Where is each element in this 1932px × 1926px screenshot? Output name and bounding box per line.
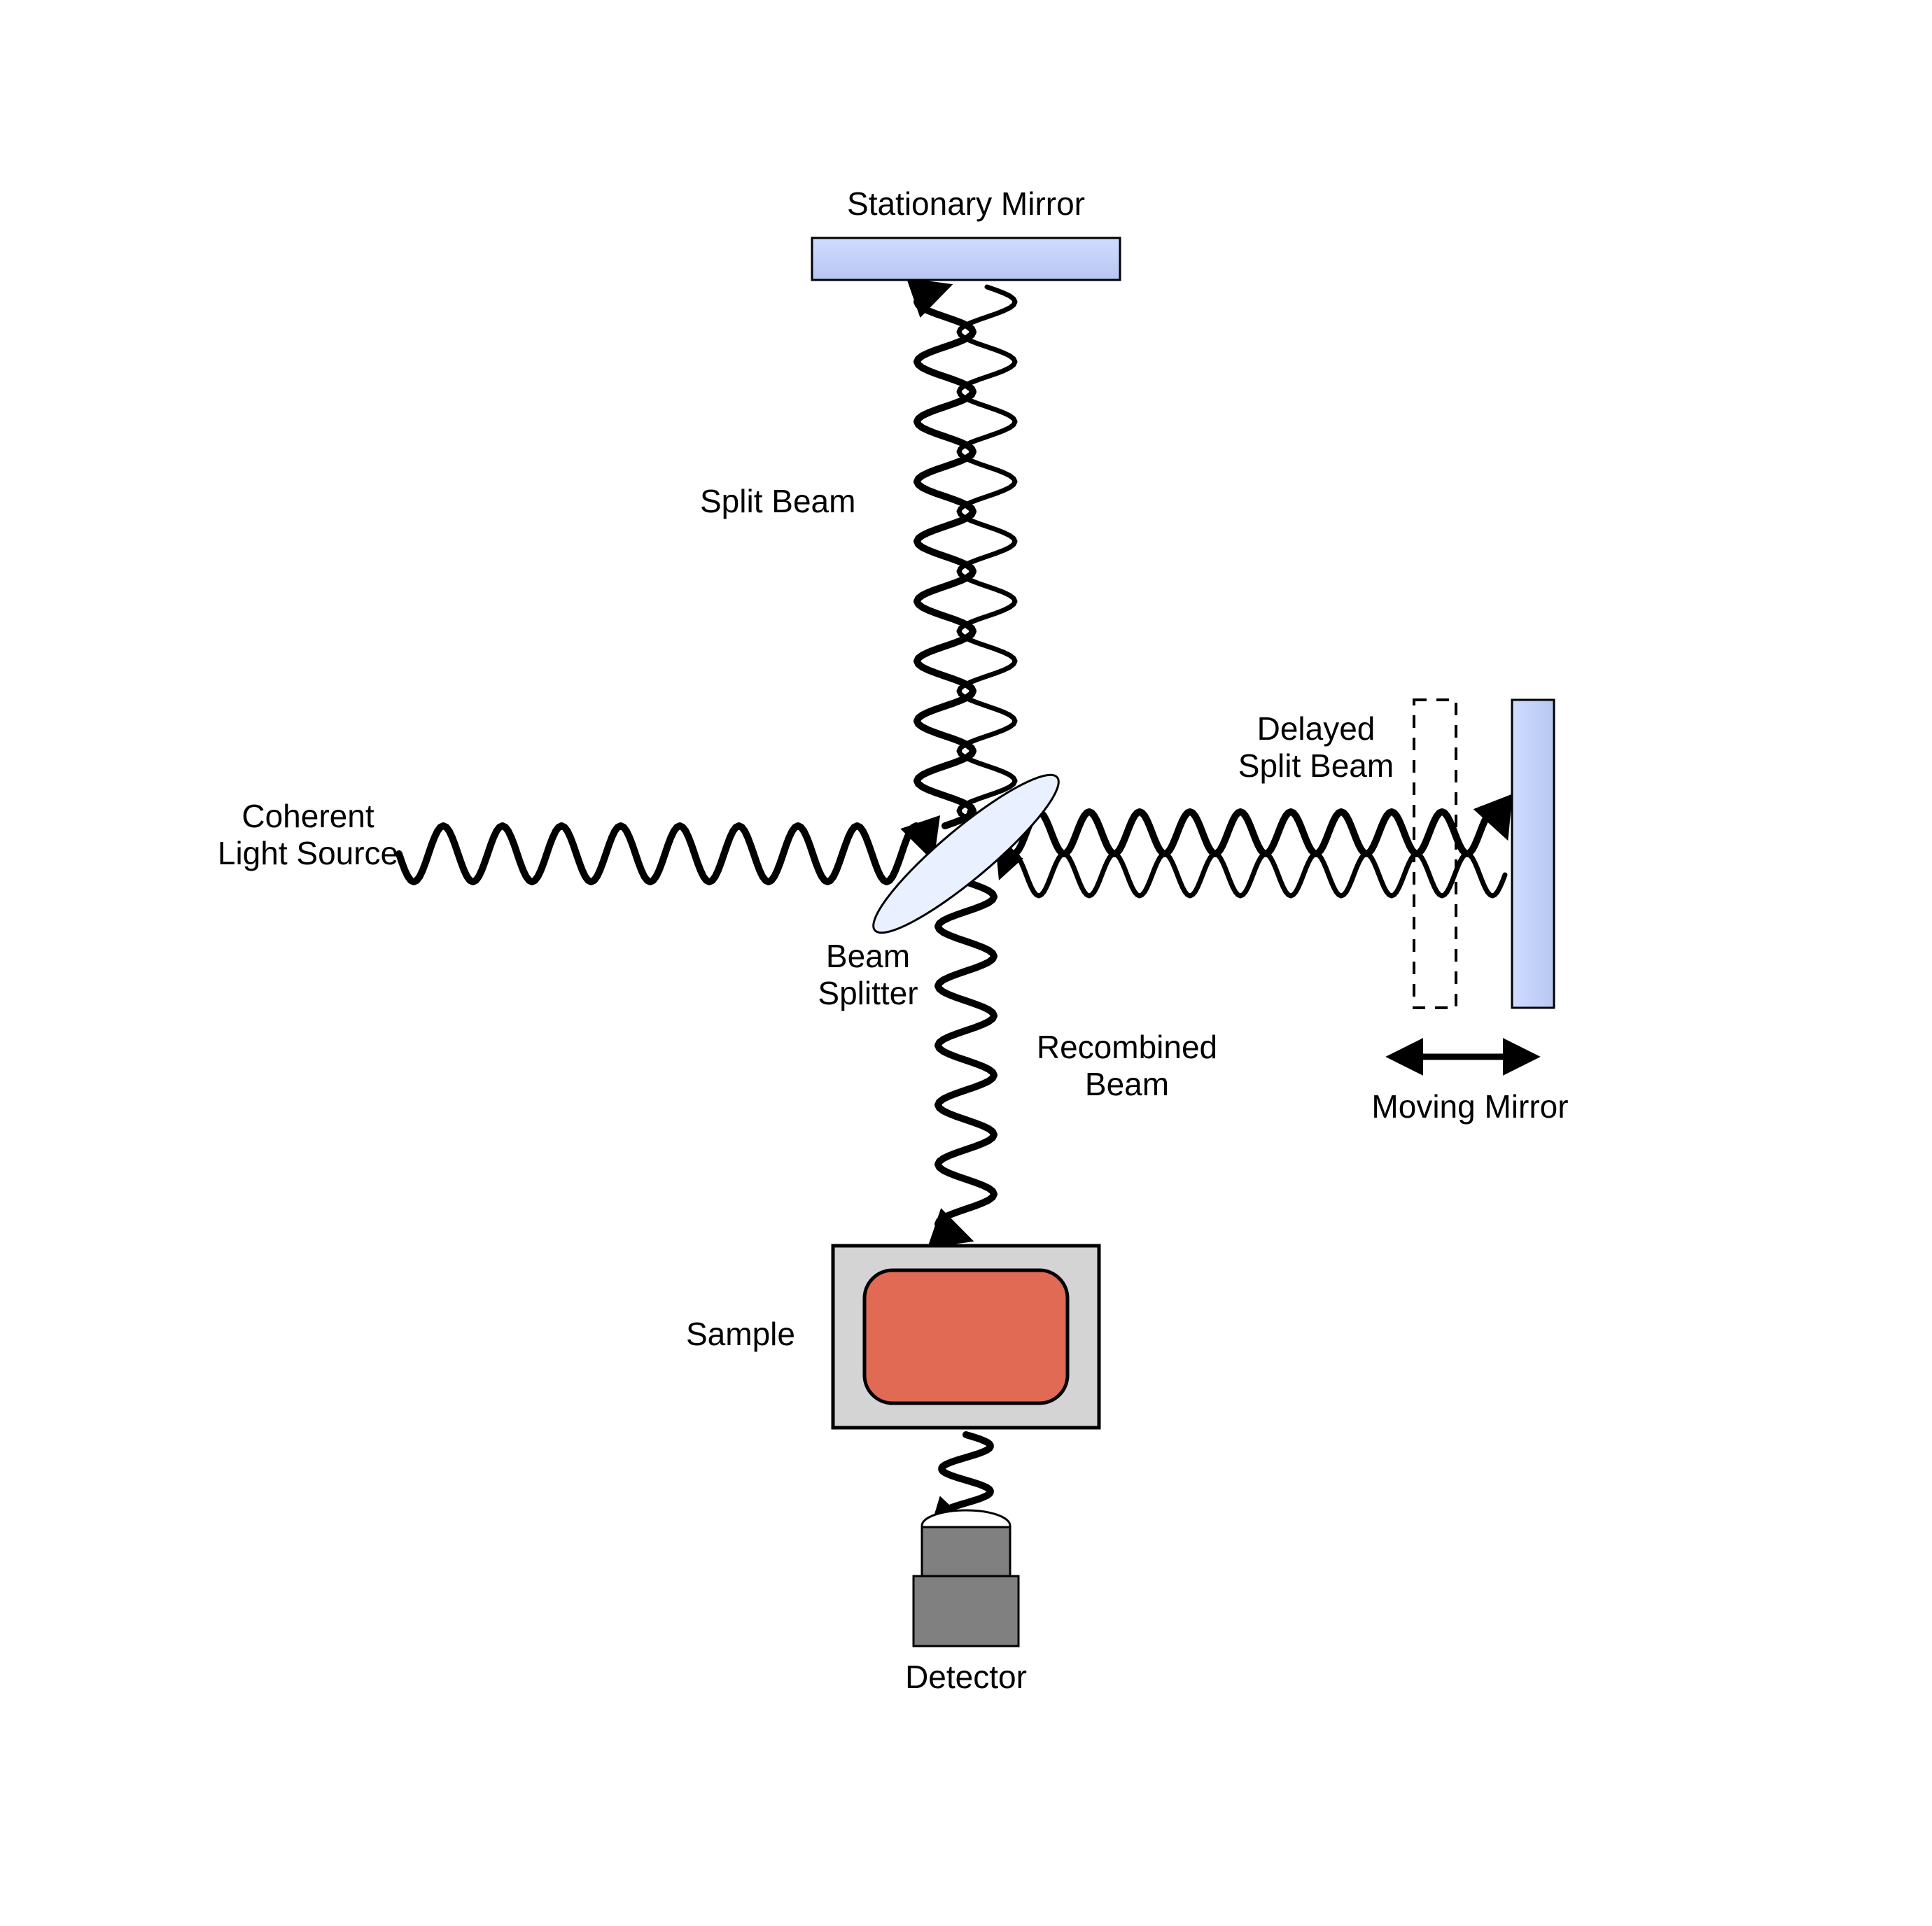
beam-delayed-in: [1001, 854, 1505, 896]
interferometer-diagram: Stationary Mirror Split Beam Coherent Ligh…: [0, 0, 1932, 1926]
label-beam-splitter: Beam Splitter: [798, 938, 938, 1012]
moving-mirror: [1512, 700, 1554, 1008]
detector-body: [913, 1576, 1018, 1646]
beam-split-down: [959, 287, 1015, 826]
beam-delayed-out: [1001, 812, 1505, 854]
beam-source: [399, 826, 931, 882]
detector-neck: [922, 1527, 1010, 1576]
label-recombined-beam: Recombined Beam: [1015, 1029, 1239, 1103]
beam-splitter: [859, 758, 1074, 950]
label-moving-mirror: Moving Mirror: [1358, 1088, 1582, 1125]
stationary-mirror: [812, 238, 1120, 280]
sample: [864, 1270, 1068, 1403]
label-split-beam: Split Beam: [700, 483, 924, 520]
label-coherent-light-source: Coherent Light Source: [196, 798, 420, 872]
beam-recombined: [938, 882, 994, 1239]
label-detector: Detector: [861, 1659, 1071, 1696]
diagram-svg: [0, 0, 1932, 1926]
label-sample: Sample: [686, 1316, 826, 1353]
label-stationary-mirror: Stationary Mirror: [836, 185, 1096, 223]
label-delayed-split-beam: Delayed Split Beam: [1211, 710, 1421, 785]
